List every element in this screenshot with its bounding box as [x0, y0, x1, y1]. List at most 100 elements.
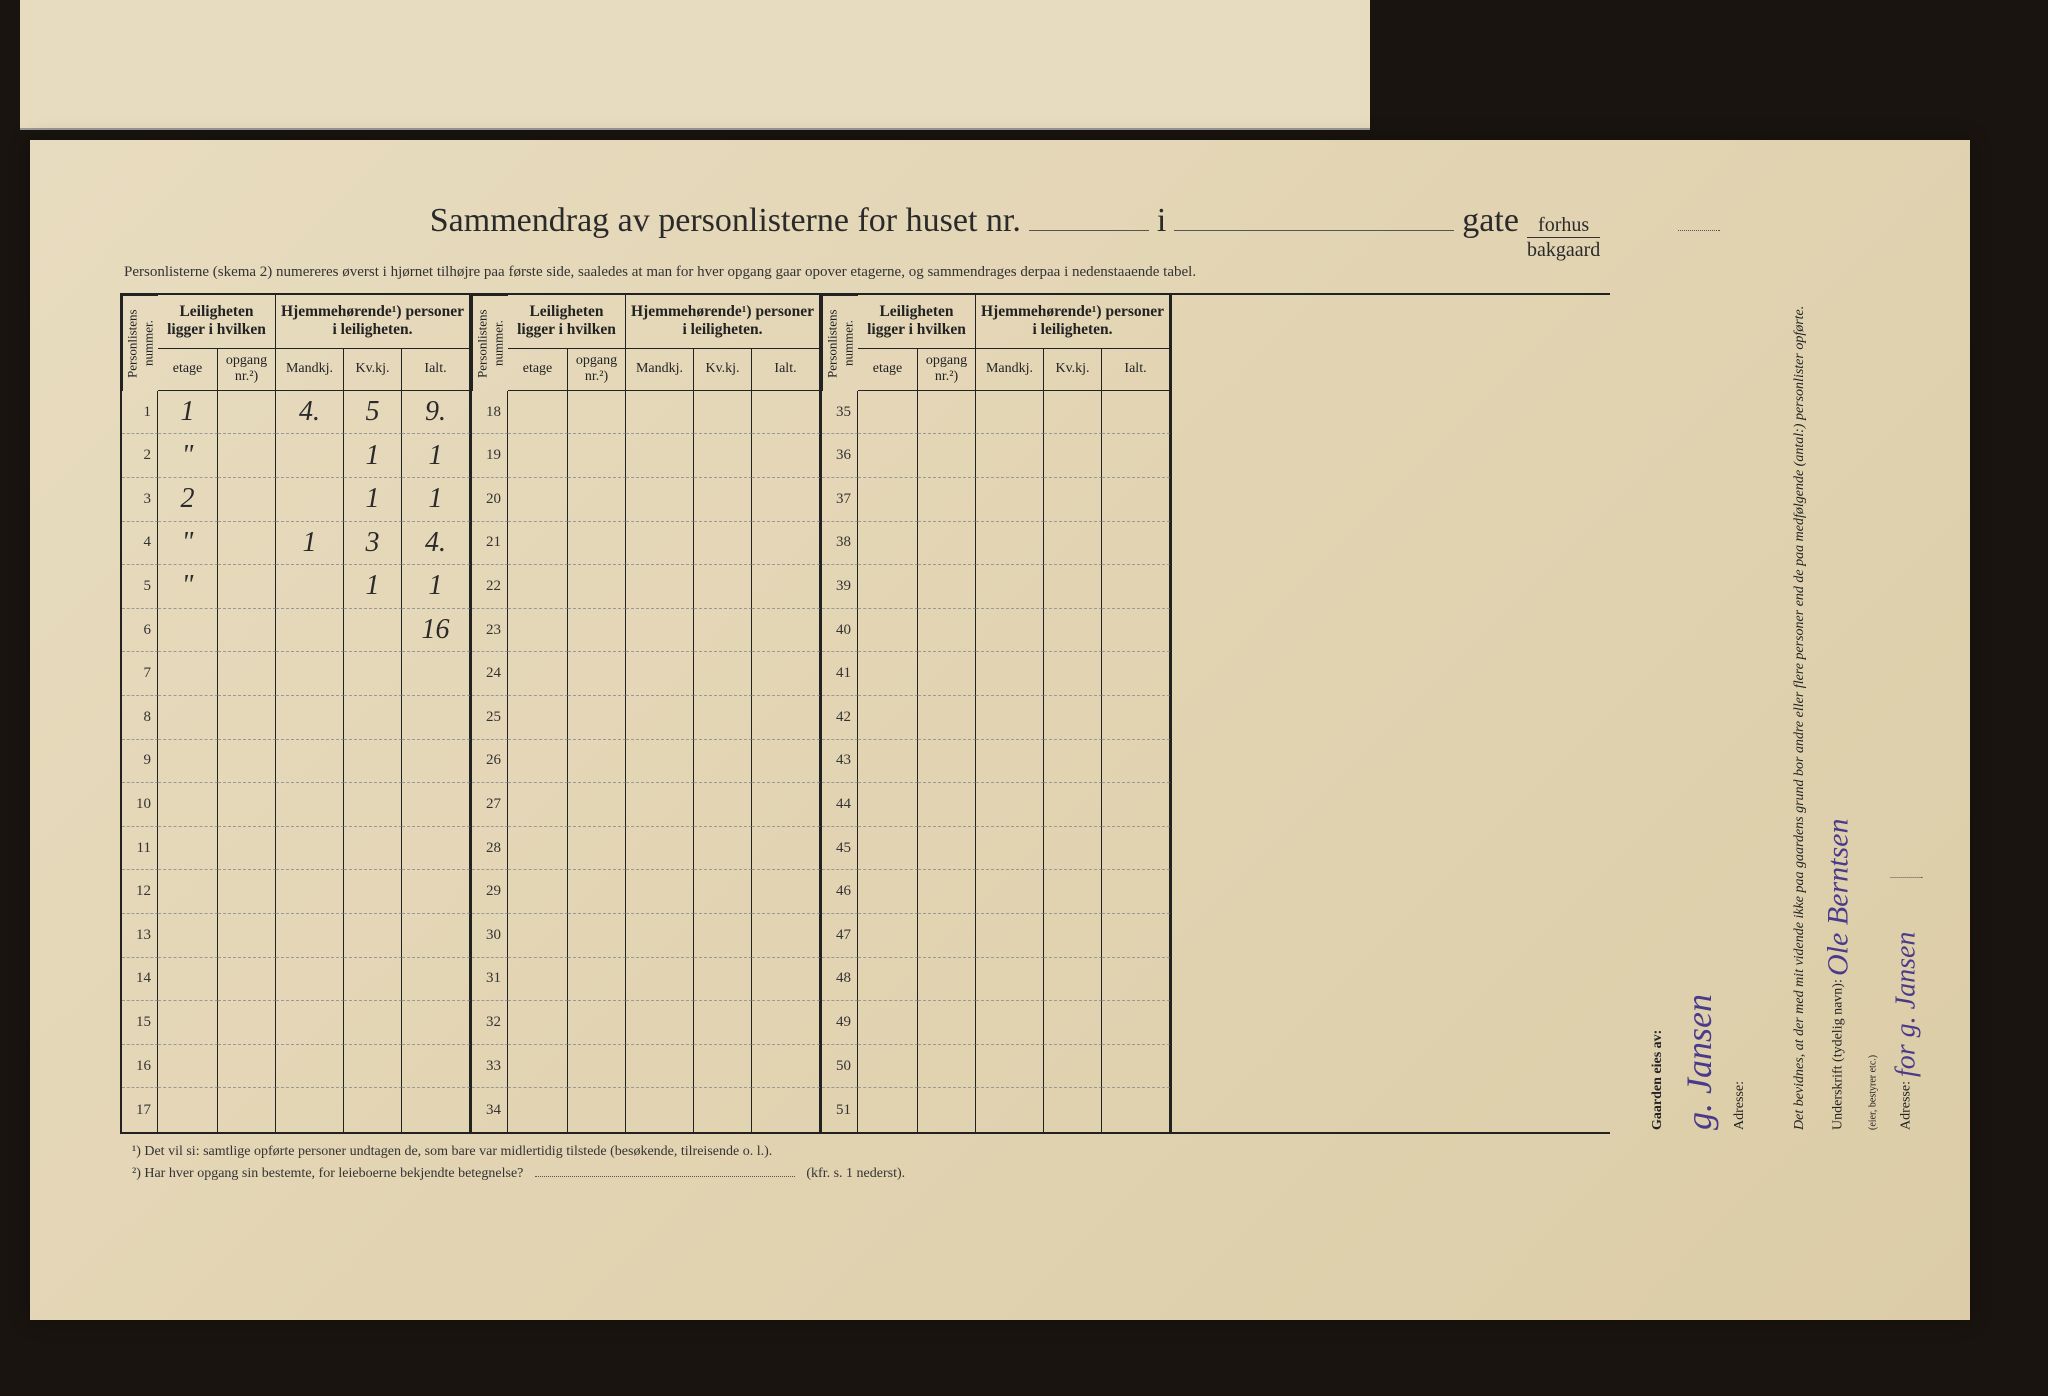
- table-cell: [402, 870, 470, 914]
- table-cell: 2: [158, 478, 218, 522]
- table-cell: 5: [344, 391, 402, 435]
- footnotes: ¹) Det vil si: samtlige opførte personer…: [120, 1144, 1910, 1182]
- table-cell: [158, 914, 218, 958]
- table-cell: [276, 1045, 344, 1089]
- table-cell: [858, 740, 918, 784]
- table-cell: [344, 870, 402, 914]
- table-cell: 50: [822, 1045, 858, 1089]
- table-cell: [1044, 740, 1102, 784]
- table-cell: [976, 783, 1044, 827]
- table-cell: 24: [472, 652, 508, 696]
- street-blank: [1174, 190, 1454, 231]
- table-cell: 1: [344, 434, 402, 478]
- table-cell: [218, 870, 276, 914]
- fraction-top: forhus: [1527, 215, 1600, 238]
- table-cell: [694, 958, 752, 1002]
- table-cell: [276, 652, 344, 696]
- table-cell: [918, 565, 976, 609]
- col-personlistens-1: Personlistens nummer.: [122, 295, 158, 391]
- table-cell: [158, 958, 218, 1002]
- table-cell: [344, 652, 402, 696]
- table-cell: [402, 1088, 470, 1132]
- table-cell: [976, 1088, 1044, 1132]
- table-cell: [918, 1088, 976, 1132]
- table-cell: [752, 827, 820, 871]
- table-cell: [568, 478, 626, 522]
- table-cell: [1102, 522, 1170, 566]
- table-cell: [218, 958, 276, 1002]
- table-cell: [276, 783, 344, 827]
- table-cell: [218, 652, 276, 696]
- col-etage-3: etage: [858, 349, 918, 391]
- table-cell: [568, 565, 626, 609]
- table-cell: 9.: [402, 391, 470, 435]
- footnote-2: ²) Har hver opgang sin bestemte, for lei…: [132, 1166, 1910, 1182]
- table-cell: [626, 565, 694, 609]
- table-cell: [1102, 958, 1170, 1002]
- table-cell: [626, 870, 694, 914]
- table-cell: [1044, 565, 1102, 609]
- table-cell: [218, 1045, 276, 1089]
- adresse-label-2: Adresse: for g. Jansen: [1891, 230, 1931, 1130]
- table-cell: [1102, 652, 1170, 696]
- table-cell: [1102, 827, 1170, 871]
- col-ialt-3: Ialt.: [1102, 349, 1170, 391]
- declaration-text: Det bevidnes, at der med mit vidende ikk…: [1790, 230, 1810, 1130]
- table-cell: [976, 696, 1044, 740]
- table-cell: [694, 783, 752, 827]
- table-cell: 19: [472, 434, 508, 478]
- table-cell: [508, 914, 568, 958]
- table-cell: [1102, 609, 1170, 653]
- table-cell: 1: [122, 391, 158, 435]
- table-cell: [694, 870, 752, 914]
- table-cell: [976, 827, 1044, 871]
- table-cell: [626, 522, 694, 566]
- table-cell: [858, 827, 918, 871]
- table-cell: [694, 391, 752, 435]
- table-cell: 4.: [402, 522, 470, 566]
- table-cell: [218, 565, 276, 609]
- table-cell: [752, 783, 820, 827]
- table-cell: 13: [122, 914, 158, 958]
- table-cell: [508, 434, 568, 478]
- table-cell: [1102, 565, 1170, 609]
- table-cell: [694, 434, 752, 478]
- footnote-1: ¹) Det vil si: samtlige opførte personer…: [132, 1144, 1910, 1160]
- title-main: Sammendrag av personlisterne for huset n…: [430, 202, 1021, 240]
- table-cell: [344, 740, 402, 784]
- table-cell: [1102, 478, 1170, 522]
- table-cell: [508, 652, 568, 696]
- table-cell: [344, 1088, 402, 1132]
- table-cell: 9: [122, 740, 158, 784]
- table-cell: 29: [472, 870, 508, 914]
- col-ialt-1: Ialt.: [402, 349, 470, 391]
- col-mandkj-2: Mandkj.: [626, 349, 694, 391]
- table-cell: [402, 958, 470, 1002]
- table-cell: 15: [122, 1001, 158, 1045]
- table-cell: [918, 391, 976, 435]
- col-personlistens-3: Personlistens nummer.: [822, 295, 858, 391]
- house-number-blank: [1029, 190, 1149, 231]
- table-cell: [694, 478, 752, 522]
- table-cell: [568, 914, 626, 958]
- table-cell: [976, 870, 1044, 914]
- table-cell: [402, 652, 470, 696]
- table-cell: [918, 609, 976, 653]
- table-cell: [1044, 652, 1102, 696]
- table-cell: 42: [822, 696, 858, 740]
- table-cell: [976, 434, 1044, 478]
- adresse-label-1: Adresse:: [1732, 230, 1748, 1130]
- table-cell: 39: [822, 565, 858, 609]
- table-cell: [1102, 1001, 1170, 1045]
- table-cell: [1102, 914, 1170, 958]
- table-cell: 1: [402, 478, 470, 522]
- table-cell: [508, 827, 568, 871]
- table-cell: [858, 958, 918, 1002]
- table-cell: [568, 1088, 626, 1132]
- table-cell: [508, 783, 568, 827]
- table-cell: [568, 1001, 626, 1045]
- table-cell: [752, 478, 820, 522]
- table-cell: [918, 914, 976, 958]
- table-cell: [508, 1001, 568, 1045]
- table-section-1: Personlistens nummer. 123456789101112131…: [122, 295, 472, 1132]
